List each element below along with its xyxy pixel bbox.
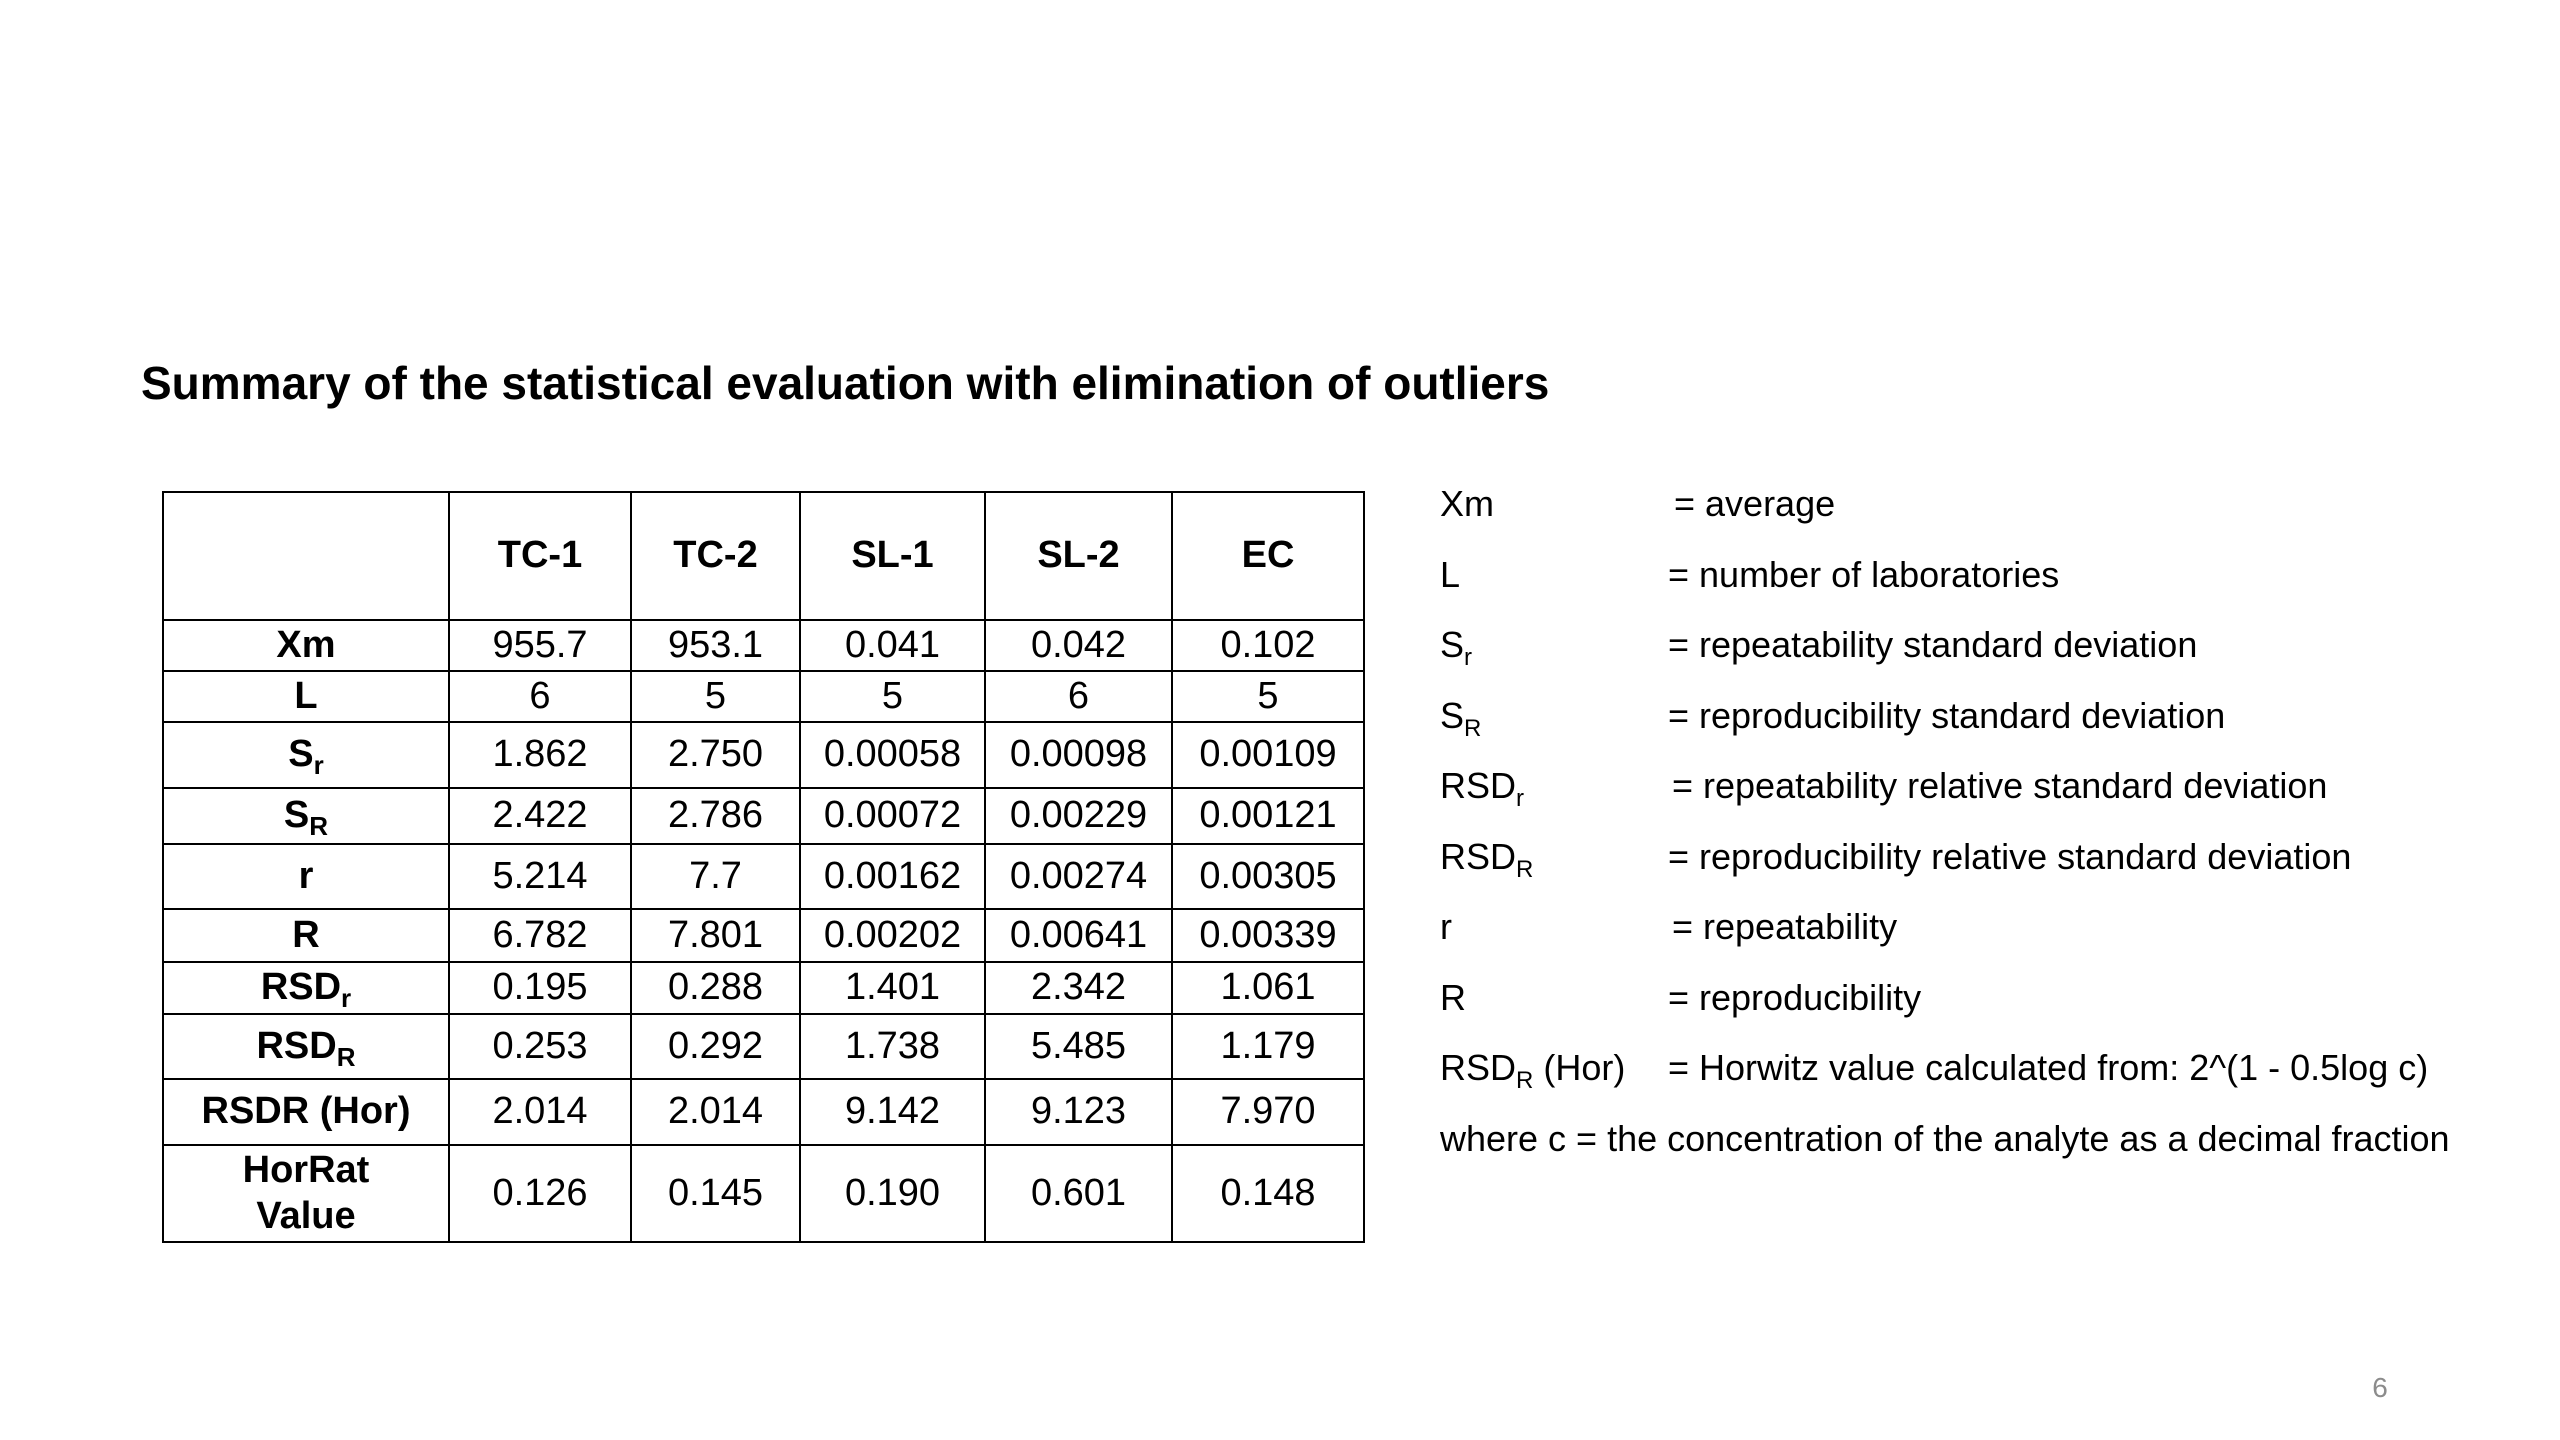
table-cell: 0.00202 <box>799 908 986 963</box>
column-header: SL-2 <box>984 491 1173 621</box>
table-cell: 0.145 <box>630 1144 801 1243</box>
table-cell: 0.601 <box>984 1144 1173 1243</box>
table-cell: 7.7 <box>630 843 801 910</box>
legend-definition: = number of laboratories <box>1668 553 2060 595</box>
table-cell: 1.738 <box>799 1013 986 1080</box>
legend-term: RSDR <box>1440 835 1534 883</box>
table-cell: 0.00274 <box>984 843 1173 910</box>
legend-term: R <box>1440 976 1466 1018</box>
legend-definition: = repeatability <box>1672 906 1898 947</box>
row-header-R: R <box>162 908 450 963</box>
legend-term: Sr <box>1440 624 1473 671</box>
table-cell: 0.126 <box>448 1144 632 1243</box>
table-cell: 2.422 <box>448 787 632 845</box>
legend-definition: = Horwitz value calculated from: 2^(1 - … <box>1668 1047 2429 1088</box>
table-cell: 5 <box>1171 670 1365 723</box>
legend-definition: = repeatability standard deviation <box>1668 624 2198 665</box>
table-cell: 5 <box>630 670 801 723</box>
legend-term: Xm <box>1440 483 1494 524</box>
row-header-rsdR: RSDR <box>162 1013 450 1080</box>
table-cell: 5 <box>799 670 986 723</box>
table-cell: 0.00109 <box>1171 721 1365 789</box>
table-cell: 6 <box>984 670 1173 723</box>
table-cell: 1.862 <box>448 721 632 789</box>
table-cell: 0.195 <box>448 961 632 1015</box>
table-cell: 0.00305 <box>1171 843 1365 910</box>
table-cell: 6 <box>448 670 632 723</box>
statistics-table: TC-1 TC-2 SL-1 SL-2 EC Xm 955.7 953.1 0.… <box>162 491 1365 1243</box>
header-corner-cell <box>162 491 450 621</box>
table-cell: 5.485 <box>984 1013 1173 1080</box>
table-cell: 9.142 <box>799 1078 986 1146</box>
table-cell: 9.123 <box>984 1078 1173 1146</box>
table-row: R 6.782 7.801 0.00202 0.00641 0.00339 <box>162 908 1365 963</box>
legend-term: RSDR (Hor) <box>1440 1047 1626 1094</box>
row-header-rsdr-hor: RSDR (Hor) <box>162 1078 450 1146</box>
table-cell: 0.00641 <box>984 908 1173 963</box>
table-row: SR 2.422 2.786 0.00072 0.00229 0.00121 <box>162 787 1365 845</box>
table-cell: 7.970 <box>1171 1078 1365 1146</box>
row-header-xm: Xm <box>162 619 450 672</box>
table-cell: 2.786 <box>630 787 801 845</box>
table-cell: 2.014 <box>630 1078 801 1146</box>
table-cell: 0.148 <box>1171 1144 1365 1243</box>
row-header-sR: SR <box>162 787 450 845</box>
legend-note: where c = the concentration of the analy… <box>1440 1117 2450 1159</box>
row-header-r: r <box>162 843 450 910</box>
table-row: HorRat Value 0.126 0.145 0.190 0.601 0.14… <box>162 1144 1365 1243</box>
column-header: SL-1 <box>799 491 986 621</box>
table-cell: 955.7 <box>448 619 632 672</box>
table-cell: 0.253 <box>448 1013 632 1080</box>
table-cell: 0.041 <box>799 619 986 672</box>
table-row: r 5.214 7.7 0.00162 0.00274 0.00305 <box>162 843 1365 910</box>
legend-term: RSDr <box>1440 765 1525 812</box>
table-cell: 2.750 <box>630 721 801 789</box>
table-cell: 1.061 <box>1171 961 1365 1015</box>
table-cell: 5.214 <box>448 843 632 910</box>
table-cell: 0.042 <box>984 619 1173 672</box>
table-cell: 0.00162 <box>799 843 986 910</box>
table-cell: 0.00098 <box>984 721 1173 789</box>
table-cell: 6.782 <box>448 908 632 963</box>
table-cell: 0.00121 <box>1171 787 1365 845</box>
row-header-horrat: HorRat Value <box>162 1144 450 1243</box>
table-cell: 0.288 <box>630 961 801 1015</box>
slide-title: Summary of the statistical evaluation wi… <box>141 357 1550 409</box>
table-cell: 0.292 <box>630 1013 801 1080</box>
legend-definition: = reproducibility standard deviation <box>1668 694 2226 736</box>
table-cell: 0.190 <box>799 1144 986 1243</box>
column-header: TC-1 <box>448 491 632 621</box>
table-cell: 0.00072 <box>799 787 986 845</box>
table-row: RSDr 0.195 0.288 1.401 2.342 1.061 <box>162 961 1365 1015</box>
legend-term: SR <box>1440 694 1482 742</box>
legend-definition: = reproducibility relative standard devi… <box>1668 835 2352 877</box>
table-row: Sr 1.862 2.750 0.00058 0.00098 0.00109 <box>162 721 1365 789</box>
column-header: EC <box>1171 491 1365 621</box>
table-cell: 2.342 <box>984 961 1173 1015</box>
legend-term: r <box>1440 906 1452 947</box>
legend-term: L <box>1440 553 1461 595</box>
table-cell: 0.102 <box>1171 619 1365 672</box>
table-cell: 1.179 <box>1171 1013 1365 1080</box>
legend-definition: = repeatability relative standard deviat… <box>1672 765 2328 806</box>
table-row: Xm 955.7 953.1 0.041 0.042 0.102 <box>162 619 1365 672</box>
legend-definition: = reproducibility <box>1668 976 1922 1018</box>
table-cell: 0.00339 <box>1171 908 1365 963</box>
table-cell: 0.00058 <box>799 721 986 789</box>
table-row: L 6 5 5 6 5 <box>162 670 1365 723</box>
row-header-rsdr: RSDr <box>162 961 450 1015</box>
table-row: RSDR (Hor) 2.014 2.014 9.142 9.123 7.970 <box>162 1078 1365 1146</box>
page-number: 6 <box>2372 1372 2388 1403</box>
row-header-sr: Sr <box>162 721 450 789</box>
table-cell: 2.014 <box>448 1078 632 1146</box>
table-cell: 953.1 <box>630 619 801 672</box>
legend-definition: = average <box>1674 483 1836 524</box>
row-header-l: L <box>162 670 450 723</box>
column-header: TC-2 <box>630 491 801 621</box>
table-header-row: TC-1 TC-2 SL-1 SL-2 EC <box>162 491 1365 621</box>
table-cell: 7.801 <box>630 908 801 963</box>
table-cell: 0.00229 <box>984 787 1173 845</box>
table-cell: 1.401 <box>799 961 986 1015</box>
table-row: RSDR 0.253 0.292 1.738 5.485 1.179 <box>162 1013 1365 1080</box>
